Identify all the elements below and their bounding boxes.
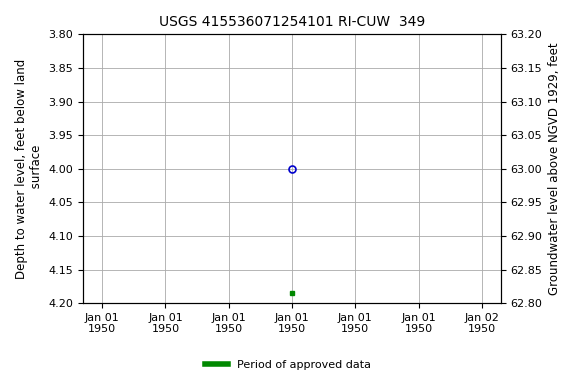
Legend: Period of approved data: Period of approved data xyxy=(201,356,375,375)
Title: USGS 415536071254101 RI-CUW  349: USGS 415536071254101 RI-CUW 349 xyxy=(159,15,425,29)
Y-axis label: Groundwater level above NGVD 1929, feet: Groundwater level above NGVD 1929, feet xyxy=(548,42,561,295)
Y-axis label: Depth to water level, feet below land
 surface: Depth to water level, feet below land su… xyxy=(15,59,43,279)
